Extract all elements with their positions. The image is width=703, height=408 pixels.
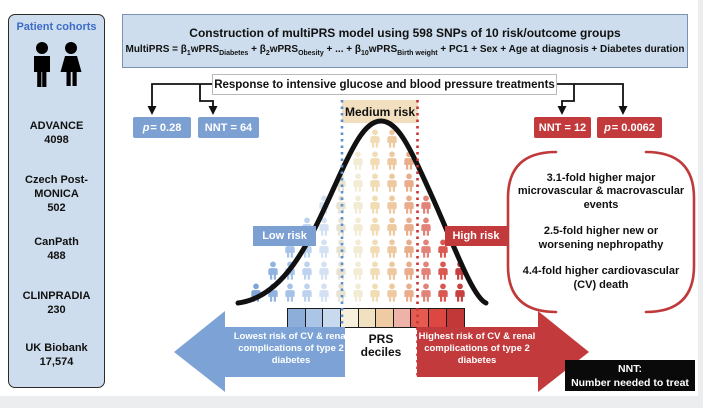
cohort-item: Czech Post-MONICA 502 xyxy=(25,174,88,214)
pvalue-high-risk-box: p = 0.0062 xyxy=(597,117,662,138)
patients-icon xyxy=(33,42,81,87)
model-construction-header: Construction of multiPRS model using 598… xyxy=(122,14,688,68)
header-title: Construction of multiPRS model using 598… xyxy=(189,25,621,40)
figure-canvas: Patient cohorts ADVANCE 4098 Czech Post-M… xyxy=(0,0,698,396)
cohort-item: CanPath 488 xyxy=(34,236,79,262)
decile-cell xyxy=(322,308,342,328)
nnt-definition-box: NNT: Number needed to treat xyxy=(565,360,695,391)
panel-title: Patient cohorts xyxy=(16,21,97,33)
highest-risk-arrow-label: Highest risk of CV & renal complications… xyxy=(418,331,536,366)
prs-deciles-label: PRS deciles xyxy=(360,332,402,359)
cohort-item: ADVANCE 4098 xyxy=(29,120,84,146)
decile-cell xyxy=(410,308,430,328)
prs-decile-strip xyxy=(287,308,465,328)
decile-cell xyxy=(357,308,377,328)
decile-cell xyxy=(339,308,360,328)
low-risk-label: Low risk xyxy=(253,226,316,246)
medium-risk-label: Medium risk xyxy=(342,100,418,123)
multiprs-formula: MultiPRS = β1wPRSDiabetes + β2wPRSObesit… xyxy=(125,43,685,57)
nnt-low-risk-box: NNT = 64 xyxy=(198,117,259,138)
cohort-item: CLINPRADIA 230 xyxy=(22,290,91,316)
outcome-item: 3.1-fold higher major microvascular & ma… xyxy=(517,171,685,211)
decile-cell xyxy=(392,308,412,328)
lowest-risk-arrow-label: Lowest risk of CV & renal complications … xyxy=(233,331,349,366)
decile-cell xyxy=(375,308,395,328)
decile-cell xyxy=(428,308,448,328)
pvalue-low-risk-box: p = 0.28 xyxy=(133,117,191,138)
patient-cohorts-panel: Patient cohorts ADVANCE 4098 Czech Post-M… xyxy=(8,14,105,388)
cohort-item: UK Biobank 17,574 xyxy=(25,342,88,368)
cohort-list: ADVANCE 4098 Czech Post-MONICA 502 CanPath… xyxy=(9,93,104,369)
response-treatments-box: Response to intensive glucose and blood … xyxy=(212,74,557,95)
nnt-high-risk-box: NNT = 12 xyxy=(534,117,591,138)
decile-cell xyxy=(304,308,324,328)
decile-cell xyxy=(445,308,465,328)
decile-cell xyxy=(287,308,307,328)
high-risk-label: High risk xyxy=(445,226,507,246)
high-risk-outcomes-box: 3.1-fold higher major microvascular & ma… xyxy=(508,152,694,312)
outcome-item: 4.4-fold higher cardiovascular (CV) deat… xyxy=(522,265,680,291)
outcome-item: 2.5-fold higher new or worsening nephrop… xyxy=(538,225,664,251)
